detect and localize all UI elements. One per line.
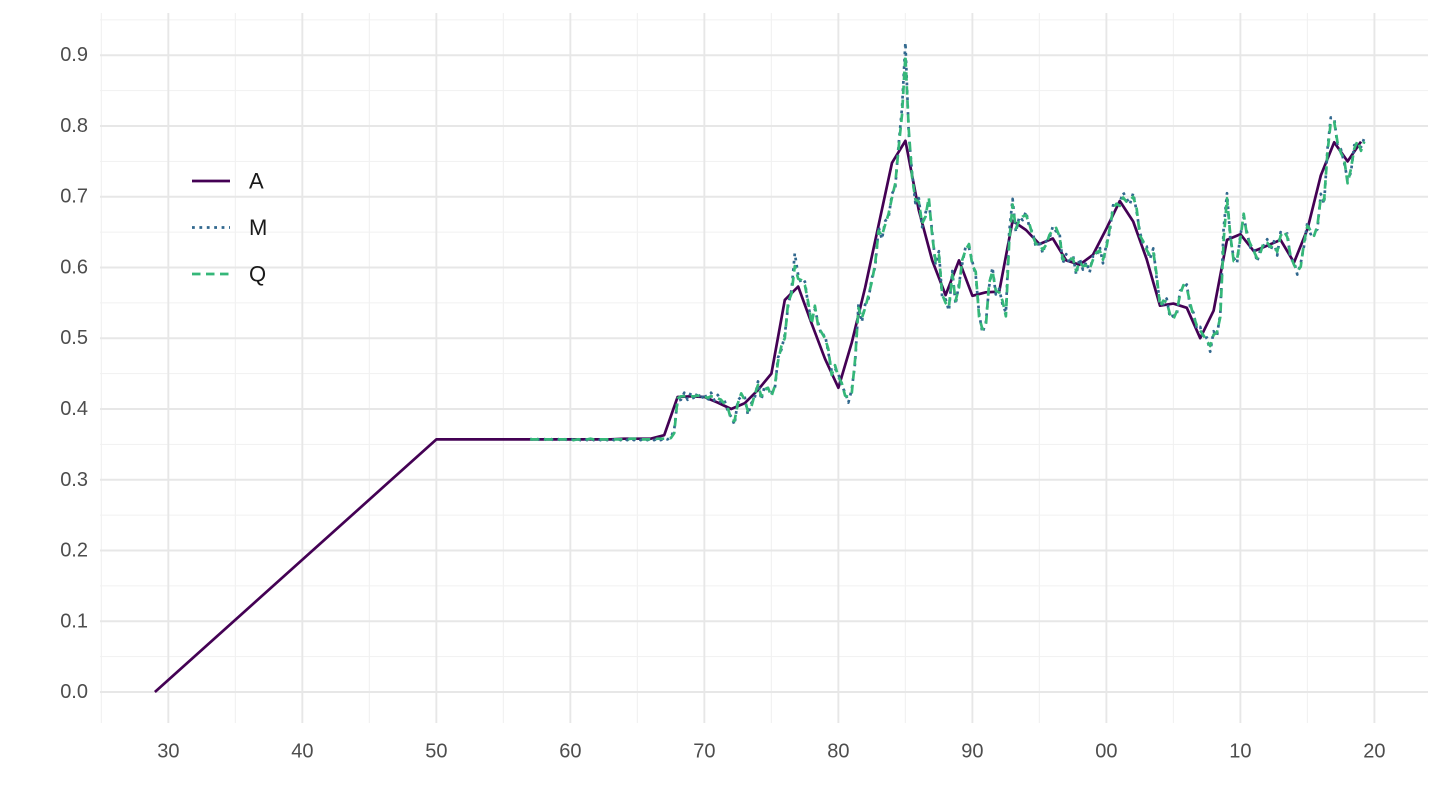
x-tick-label-50: 50 [425,740,447,762]
legend-item-a: A [192,169,264,194]
legend-item-q: Q [192,262,266,287]
x-tick-label-30: 30 [157,740,179,762]
x-tick-label-60: 60 [559,740,581,762]
legend-label-m: M [249,215,267,240]
x-tick-label-10: 10 [1229,740,1251,762]
y-tick-label-0.8: 0.8 [60,115,88,137]
x-tick-label-00: 00 [1095,740,1117,762]
y-axis-labels: 0.0 0.1 0.2 0.3 0.4 0.5 0.6 0.7 0.8 0.9 [60,44,88,703]
y-tick-label-0.3: 0.3 [60,469,88,491]
x-tick-label-40: 40 [291,740,313,762]
legend-label-q: Q [249,262,266,287]
x-tick-label-80: 80 [827,740,849,762]
x-tick-label-20: 20 [1363,740,1385,762]
grid-major [100,13,1428,723]
series-line-q [530,53,1366,442]
legend-label-a: A [249,169,264,194]
y-tick-label-0.9: 0.9 [60,44,88,66]
y-tick-label-0.7: 0.7 [60,186,88,208]
legend: AMQ [192,169,267,287]
y-tick-label-0.6: 0.6 [60,256,88,278]
y-tick-label-0.2: 0.2 [60,540,88,562]
y-tick-label-0.4: 0.4 [60,398,88,420]
y-tick-label-0.1: 0.1 [60,610,88,632]
x-tick-label-70: 70 [693,740,715,762]
x-tick-label-90: 90 [961,740,983,762]
y-tick-label-0.5: 0.5 [60,327,88,349]
grid-minor [100,13,1428,723]
legend-item-m: M [192,215,267,240]
series-line-a [153,139,1363,694]
y-tick-label-0.0: 0.0 [60,681,88,703]
x-axis-labels: 30 40 50 60 70 80 90 00 10 20 [157,740,1385,762]
